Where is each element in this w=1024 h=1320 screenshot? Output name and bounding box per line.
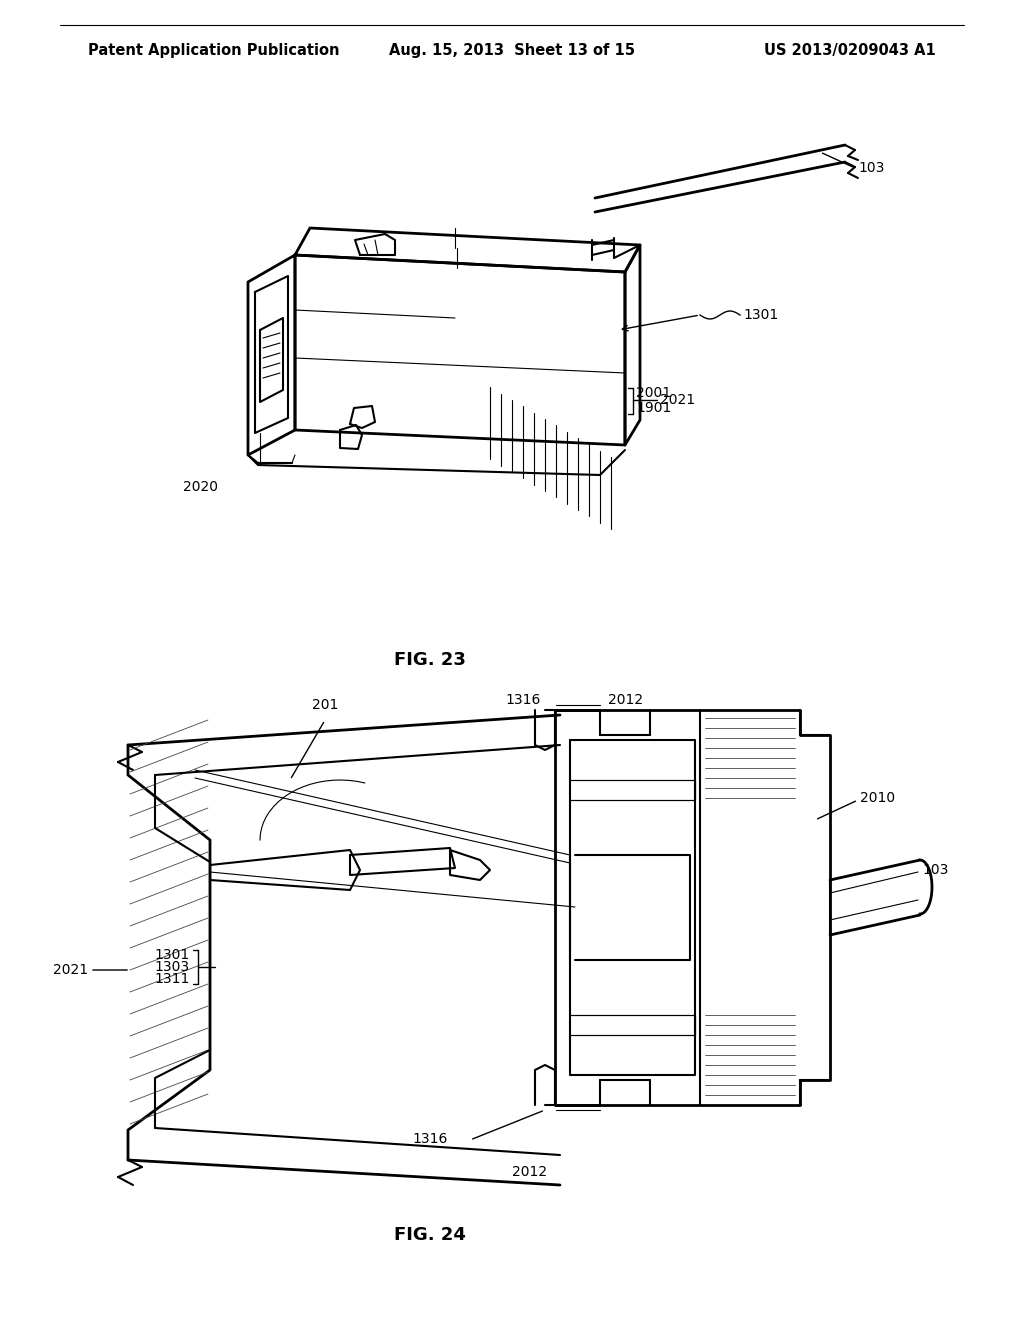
Text: 1316: 1316 [505, 693, 541, 708]
Text: Patent Application Publication: Patent Application Publication [88, 42, 340, 58]
Text: 2001: 2001 [636, 385, 671, 400]
Text: 103: 103 [858, 161, 885, 176]
Text: 1303: 1303 [155, 960, 190, 974]
Text: 2021: 2021 [660, 393, 695, 407]
Text: US 2013/0209043 A1: US 2013/0209043 A1 [764, 42, 936, 58]
Text: 201: 201 [312, 698, 338, 711]
Text: Aug. 15, 2013  Sheet 13 of 15: Aug. 15, 2013 Sheet 13 of 15 [389, 42, 635, 58]
Text: FIG. 24: FIG. 24 [394, 1226, 466, 1243]
Text: 1901: 1901 [636, 401, 672, 414]
Text: 1301: 1301 [155, 948, 190, 962]
Text: 2021: 2021 [53, 964, 88, 977]
Text: 103: 103 [922, 863, 948, 876]
Text: 2012: 2012 [608, 693, 643, 708]
Text: 2012: 2012 [512, 1166, 548, 1179]
Text: FIG. 23: FIG. 23 [394, 651, 466, 669]
Text: 2010: 2010 [860, 791, 895, 805]
Text: 2020: 2020 [183, 480, 218, 494]
Text: 1311: 1311 [155, 972, 190, 986]
Text: 1316: 1316 [413, 1133, 447, 1146]
Text: 1301: 1301 [743, 308, 778, 322]
